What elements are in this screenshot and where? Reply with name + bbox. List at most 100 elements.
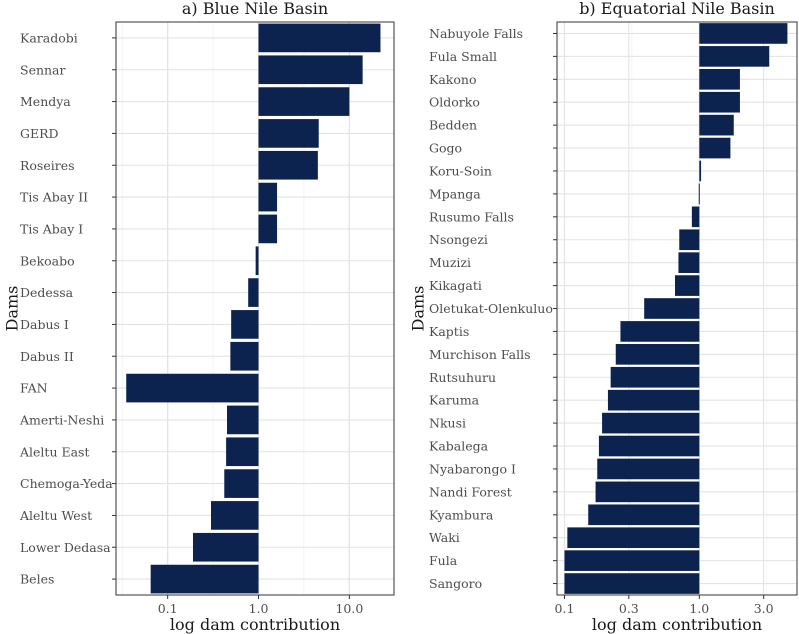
bars	[126, 23, 381, 594]
bar-rusumo-falls	[691, 206, 700, 228]
bar-nyabarongo-i	[597, 458, 700, 480]
y-tick-label-bekoabo: Bekoabo	[20, 253, 75, 268]
bar-sangoro	[564, 573, 700, 594]
bar-nkusi	[602, 412, 700, 434]
x-tick-label: 1.0	[689, 601, 709, 616]
x-tick-label: 0.1	[158, 601, 178, 616]
bar-dabus-i	[231, 310, 259, 339]
y-tick-label-gerd: GERD	[20, 126, 59, 141]
bar-roseires	[258, 150, 318, 180]
bar-kaptis	[620, 321, 700, 342]
y-tick-label-nyabarongo-i: Nyabarongo I	[429, 461, 516, 476]
y-tick-label-tis-abay-i: Tis Abay I	[20, 221, 83, 236]
y-tick-label-rutsuhuru: Rutsuhuru	[429, 370, 496, 385]
y-tick-label-fan: FAN	[20, 381, 48, 396]
plot-area	[116, 22, 394, 595]
y-tick-label-dabus-ii: Dabus II	[20, 349, 74, 364]
bar-amerti-neshi	[227, 405, 259, 435]
y-tick-label-muzizi: Muzizi	[429, 255, 471, 270]
bar-waki	[567, 527, 700, 549]
bar-fula-small	[699, 46, 770, 67]
y-tick-label-nkusi: Nkusi	[429, 416, 466, 431]
x-axis-label: log dam contribution	[592, 615, 762, 634]
y-tick-label-bedden: Bedden	[429, 118, 477, 133]
y-tick-label-mpanga: Mpanga	[429, 186, 481, 201]
y-tick-label-karadobi: Karadobi	[20, 30, 78, 45]
x-tick-label: 10.0	[335, 601, 363, 616]
y-tick-label-aleltu-west: Aleltu West	[19, 508, 92, 523]
y-tick-label-kabalega: Kabalega	[429, 439, 489, 454]
y-tick-label-nsongezi: Nsongezi	[429, 232, 488, 247]
bar-kakono	[699, 68, 740, 90]
y-tick-label-sangoro: Sangoro	[429, 576, 482, 591]
y-tick-label-murchison-falls: Murchison Falls	[429, 347, 531, 362]
bar-aleltu-east	[226, 437, 259, 467]
bars	[564, 23, 788, 594]
y-tick-label-karuma: Karuma	[429, 393, 480, 408]
y-tick-label-fula-small: Fula Small	[429, 49, 497, 64]
bar-chemoga-yeda	[224, 469, 259, 498]
y-tick-label-nabuyole-falls: Nabuyole Falls	[429, 26, 523, 41]
bar-gerd	[258, 119, 319, 148]
y-tick-label-mendya: Mendya	[20, 94, 71, 109]
chart-title: b) Equatorial Nile Basin	[579, 0, 775, 18]
y-tick-label-rusumo-falls: Rusumo Falls	[429, 209, 514, 224]
bar-tis-abay-i	[258, 214, 278, 244]
y-tick-label-dedessa: Dedessa	[20, 285, 74, 300]
y-axis: Nabuyole Falls Fula Small Kakono Oldorko Bed…	[429, 26, 557, 591]
y-axis-label: Dams	[3, 286, 22, 332]
y-tick-label-amerti-neshi: Amerti-Neshi	[19, 412, 104, 427]
y-tick-label-kaptis: Kaptis	[429, 324, 469, 339]
y-tick-label-waki: Waki	[429, 530, 460, 545]
y-tick-label-oletukat-olenkuluo: Oletukat-Olenkuluo	[429, 301, 553, 316]
y-tick-label-nandi-forest: Nandi Forest	[429, 484, 512, 499]
chart-title: a) Blue Nile Basin	[182, 0, 328, 18]
bar-bekoabo	[255, 246, 259, 276]
bar-beles	[150, 564, 259, 594]
x-axis-label: log dam contribution	[170, 615, 340, 634]
bar-koru-soin	[699, 160, 702, 182]
bar-kabalega	[598, 435, 700, 457]
y-tick-label-beles: Beles	[20, 572, 54, 587]
bar-dedessa	[248, 278, 259, 307]
y-tick-label-fula: Fula	[429, 553, 458, 568]
bar-sennar	[258, 55, 363, 85]
bar-kyambura	[588, 504, 700, 526]
y-tick-label-kikagati: Kikagati	[429, 278, 482, 293]
panel-equatorial-nile-basin: Nabuyole Falls Fula Small Kakono Oldorko Bed…	[409, 0, 798, 634]
bar-nandi-forest	[595, 481, 700, 503]
bar-karuma	[607, 389, 700, 411]
bar-aleltu-west	[211, 501, 259, 530]
y-tick-label-gogo: Gogo	[429, 141, 462, 156]
y-tick-label-chemoga-yeda: Chemoga-Yeda	[20, 476, 113, 491]
x-tick-label: 1.0	[249, 601, 269, 616]
y-tick-label-koru-soin: Koru-Soin	[429, 163, 492, 178]
bar-mendya	[258, 87, 350, 116]
y-tick-label-lower-dedasa: Lower Dedasa	[20, 540, 111, 555]
bar-nsongezi	[679, 229, 700, 251]
bar-oldorko	[699, 91, 740, 113]
x-axis: 0.1 1.0 10.0	[158, 595, 363, 616]
bar-oletukat-olenkuluo	[644, 298, 700, 319]
bar-fula	[564, 550, 700, 571]
bar-fan	[126, 373, 259, 403]
bar-muzizi	[678, 252, 700, 273]
x-tick-label: 0.1	[555, 601, 575, 616]
bar-kikagati	[674, 275, 700, 296]
y-tick-label-oldorko: Oldorko	[429, 95, 480, 110]
y-tick-label-dabus-i: Dabus I	[20, 317, 69, 332]
y-tick-label-kyambura: Kyambura	[429, 507, 494, 522]
bar-lower-dedasa	[192, 532, 259, 562]
x-tick-label: 3.0	[754, 601, 774, 616]
panel-blue-nile-basin: Karadobi Sennar Mendya GERD Roseires Tis Abay…	[3, 0, 395, 634]
y-tick-label-sennar: Sennar	[20, 62, 66, 77]
y-tick-label-tis-abay-ii: Tis Abay II	[20, 190, 88, 205]
bar-dabus-ii	[230, 341, 259, 371]
y-axis-label: Dams	[409, 286, 428, 332]
y-tick-label-kakono: Kakono	[429, 72, 476, 87]
bar-tis-abay-ii	[258, 182, 278, 212]
bar-karadobi	[258, 23, 381, 53]
bar-rutsuhuru	[610, 366, 700, 388]
y-tick-label-roseires: Roseires	[20, 158, 75, 173]
